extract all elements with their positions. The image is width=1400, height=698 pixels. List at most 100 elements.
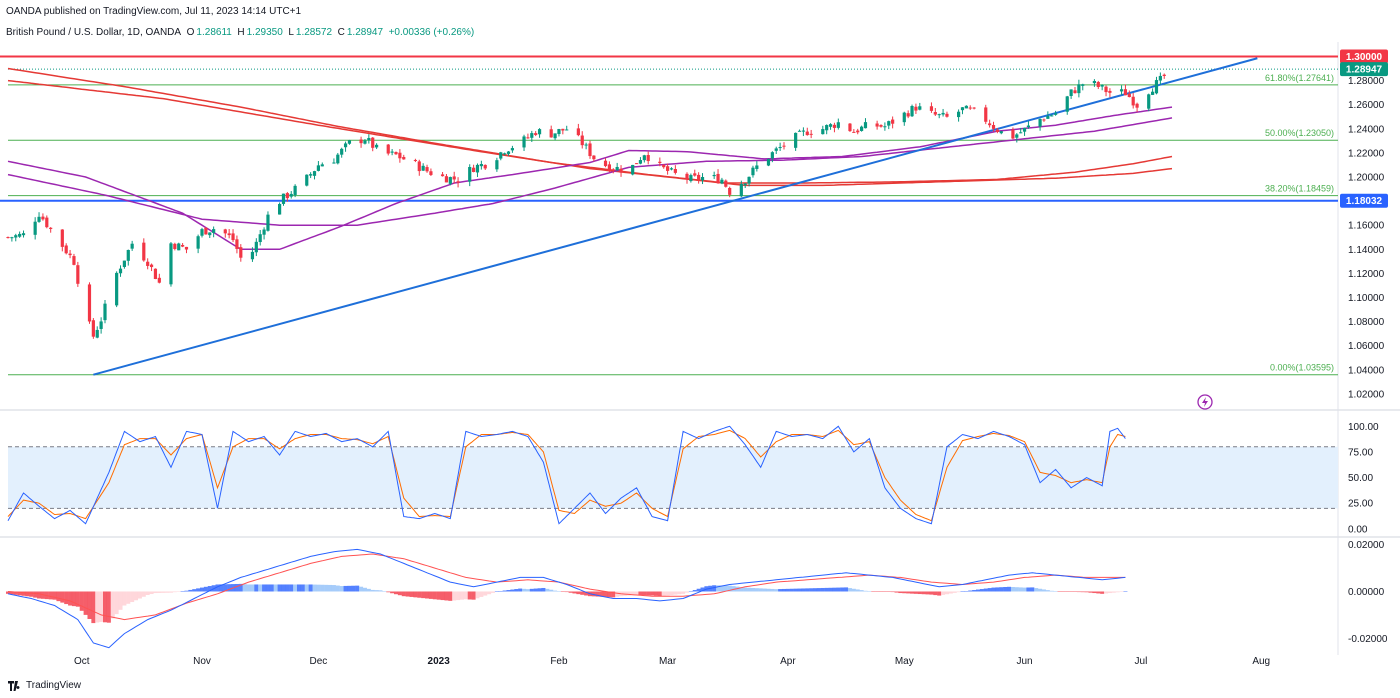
time-axis-label: Feb xyxy=(550,656,568,667)
candle-up xyxy=(448,177,452,184)
macd-histogram-bar xyxy=(331,585,336,592)
tradingview-logo-icon xyxy=(8,680,20,691)
candle-up xyxy=(821,129,825,135)
candle-up xyxy=(669,168,674,170)
candle-down xyxy=(402,156,406,160)
macd-histogram-bar xyxy=(324,584,329,592)
macd-histogram-bar xyxy=(774,589,779,592)
price-axis-tick: 1.26000 xyxy=(1348,100,1385,111)
stochastic-axis-tick: 100.00 xyxy=(1348,422,1379,433)
macd-histogram-bar xyxy=(665,591,670,596)
candle-up xyxy=(363,140,367,144)
macd-histogram-bar xyxy=(502,590,507,592)
macd-histogram-bar xyxy=(987,588,992,592)
macd-histogram-bar xyxy=(64,591,69,605)
candle-up xyxy=(258,234,262,243)
candle-up xyxy=(1100,84,1104,87)
candle-down xyxy=(440,174,445,177)
macd-histogram-bar xyxy=(525,589,530,592)
candle-down xyxy=(984,107,988,122)
macd-histogram-bar xyxy=(1084,591,1089,593)
macd-histogram-bar xyxy=(809,588,814,592)
footer-brand[interactable]: TradingView xyxy=(8,680,81,691)
candle-down xyxy=(526,137,530,139)
macd-histogram-bar xyxy=(572,591,577,594)
macd-histogram-bar xyxy=(386,591,391,593)
stochastic-axis-tick: 0.00 xyxy=(1348,524,1368,535)
candle-up xyxy=(499,152,503,159)
candle-down xyxy=(285,193,289,199)
candle-up xyxy=(960,107,965,111)
macd-histogram-bar xyxy=(933,591,938,596)
candle-up xyxy=(801,130,805,132)
candle-down xyxy=(658,161,662,164)
symbol-legend[interactable]: British Pound / U.S. Dollar, 1D, OANDA O… xyxy=(6,27,474,38)
candle-up xyxy=(584,144,588,146)
candle-up xyxy=(332,162,336,164)
lightning-icon-bolt xyxy=(1202,397,1208,407)
macd-histogram-bar xyxy=(553,590,558,592)
macd-histogram-bar xyxy=(879,591,883,592)
candle-up xyxy=(320,164,324,167)
macd-histogram-bar xyxy=(999,587,1004,592)
macd-histogram-bar xyxy=(855,589,860,592)
candle-down xyxy=(995,129,999,132)
candle-up xyxy=(510,148,514,151)
macd-histogram-bar xyxy=(820,587,825,592)
candle-down xyxy=(181,244,185,247)
candle-up xyxy=(1038,118,1042,127)
macd-histogram-bar xyxy=(1061,591,1066,592)
macd-histogram-bar xyxy=(168,591,173,593)
macd-histogram-bar xyxy=(196,588,201,592)
candle-up xyxy=(115,272,119,306)
time-axis-label: Nov xyxy=(193,656,211,667)
macd-histogram-bar xyxy=(560,591,565,592)
macd-histogram-bar xyxy=(599,591,604,597)
candle-up xyxy=(902,112,906,123)
macd-histogram-bar xyxy=(52,591,57,600)
macd-histogram-bar xyxy=(688,591,693,592)
macd-histogram-bar xyxy=(1041,589,1046,592)
trendline xyxy=(93,57,1258,376)
candle-down xyxy=(413,159,417,161)
macd-histogram-bar xyxy=(390,591,395,594)
candle-up xyxy=(1119,89,1124,92)
macd-histogram-bar xyxy=(944,591,949,595)
candle-up xyxy=(18,233,22,237)
lightning-icon xyxy=(1197,394,1213,410)
macd-histogram-bar xyxy=(405,591,410,597)
candle-down xyxy=(666,166,670,171)
macd-histogram-bar xyxy=(549,589,554,592)
candle-down xyxy=(534,133,538,135)
macd-histogram-bar xyxy=(48,591,53,600)
candle-down xyxy=(231,233,235,241)
candle-up xyxy=(937,114,941,116)
candle-down xyxy=(142,242,146,261)
stochastic-band xyxy=(8,446,1338,509)
macd-histogram-bar xyxy=(533,588,538,592)
macd-histogram-bar xyxy=(68,591,73,606)
macd-histogram-bar xyxy=(921,591,926,595)
candle-down xyxy=(60,229,64,247)
macd-histogram-bar xyxy=(595,591,600,597)
ma-red-fast-line xyxy=(7,67,1173,184)
macd-histogram-bar xyxy=(21,591,26,596)
candle-up xyxy=(506,151,511,154)
macd-histogram-bar xyxy=(487,591,492,595)
candle-up xyxy=(778,147,782,149)
macd-histogram-bar xyxy=(506,590,511,592)
macd-histogram-bar xyxy=(262,584,267,592)
macd-histogram-bar xyxy=(1053,591,1058,592)
price-axis-badge-label: 1.30000 xyxy=(1346,52,1383,63)
macd-histogram-bar xyxy=(840,587,845,592)
macd-histogram-bar xyxy=(432,591,437,600)
macd-histogram-bar xyxy=(483,591,488,596)
macd-histogram-bar xyxy=(29,591,34,597)
macd-histogram-bar xyxy=(836,587,841,592)
macd-histogram-bar xyxy=(494,591,499,592)
macd-histogram-bar xyxy=(343,585,348,592)
macd-histogram-bar xyxy=(106,591,111,623)
candle-up xyxy=(964,105,968,109)
macd-histogram-bar xyxy=(141,591,146,597)
